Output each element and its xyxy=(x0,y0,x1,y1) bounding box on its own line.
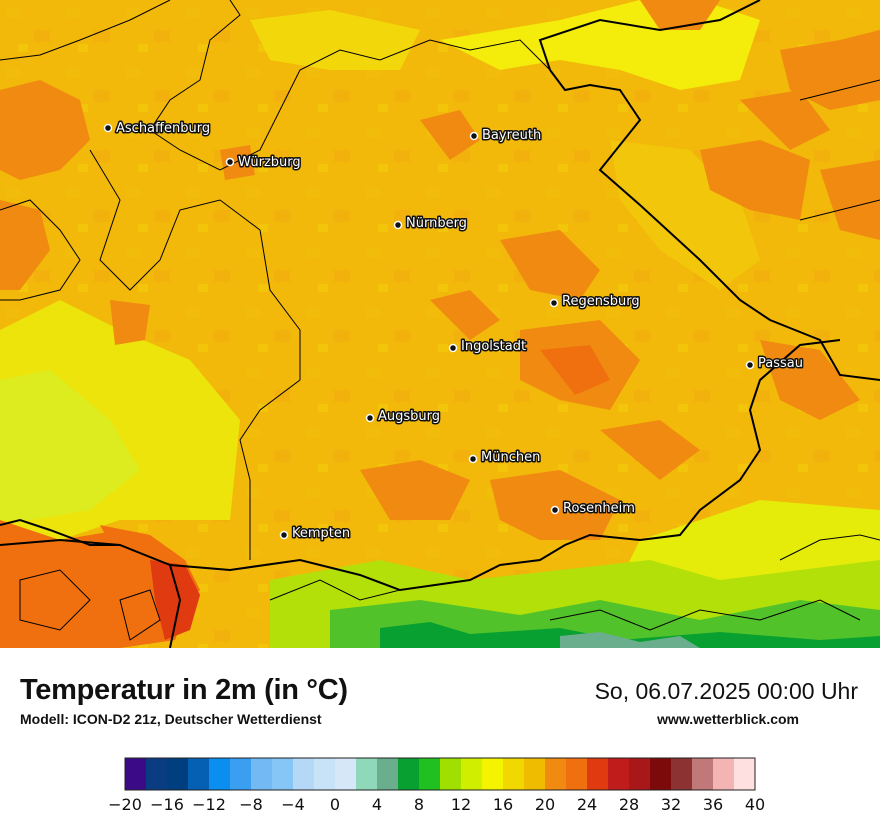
legend-swatch xyxy=(167,758,189,790)
city-aschaffenburg: Aschaffenburg xyxy=(103,120,212,138)
legend-swatch xyxy=(461,758,483,790)
city-label: Nürnberg xyxy=(406,216,467,231)
legend-tick-label: −8 xyxy=(239,795,263,814)
city-muenchen: München xyxy=(468,449,542,467)
legend-svg: −20 −16 −12 −8 −4 0 4 8 12 16 20 24 28 32 36 40 xyxy=(108,757,765,814)
legend-swatch xyxy=(398,758,420,790)
legend-swatch xyxy=(650,758,672,790)
legend-swatch xyxy=(125,758,147,790)
legend-swatch xyxy=(692,758,714,790)
city-label: Ingolstadt xyxy=(461,339,526,354)
city-markers: Aschaffenburg Würzburg Bayreuth Nürnberg… xyxy=(103,120,804,543)
legend-tick-label: −4 xyxy=(281,795,305,814)
legend-swatch xyxy=(482,758,504,790)
legend-tick-label: 8 xyxy=(414,795,424,814)
legend-swatch xyxy=(734,758,756,790)
regional-borders xyxy=(0,0,880,641)
city-label: Aschaffenburg xyxy=(116,121,210,136)
legend-swatch xyxy=(314,758,336,790)
legend-swatch xyxy=(587,758,609,790)
legend-tick-label: −16 xyxy=(150,795,184,814)
legend-tick-label: 28 xyxy=(619,795,639,814)
legend-tick-label: 24 xyxy=(577,795,597,814)
legend-tick-label: 16 xyxy=(493,795,513,814)
map-svg: Aschaffenburg Würzburg Bayreuth Nürnberg… xyxy=(0,0,880,648)
legend-swatch xyxy=(335,758,357,790)
city-label: Kempten xyxy=(292,526,350,541)
legend-swatch xyxy=(629,758,651,790)
legend-swatch xyxy=(503,758,525,790)
city-wuerzburg: Würzburg xyxy=(225,154,302,172)
city-label: Bayreuth xyxy=(482,128,541,143)
city-passau: Passau xyxy=(745,355,804,373)
lake-constance-heat xyxy=(150,560,200,640)
legend-swatch xyxy=(524,758,546,790)
legend-swatch xyxy=(608,758,630,790)
forecast-date: So, 06.07.2025 00:00 Uhr xyxy=(594,678,858,704)
legend-swatch xyxy=(209,758,231,790)
legend-swatch xyxy=(146,758,168,790)
legend-tick-label: 40 xyxy=(745,795,765,814)
color-legend: −20 −16 −12 −8 −4 0 4 8 12 16 20 24 28 32 36 40 xyxy=(0,756,880,830)
map-footer: Temperatur in 2m (in °C) Modell: ICON-D2… xyxy=(0,648,880,830)
city-nuernberg: Nürnberg xyxy=(393,215,468,233)
legend-swatch xyxy=(713,758,735,790)
city-bayreuth: Bayreuth xyxy=(469,127,543,145)
legend-tick-label: −12 xyxy=(192,795,226,814)
city-label: Rosenheim xyxy=(563,501,635,516)
website-link: www.wetterblick.com xyxy=(657,711,799,727)
temperature-map: Aschaffenburg Würzburg Bayreuth Nürnberg… xyxy=(0,0,880,648)
cooler-zones xyxy=(0,0,880,648)
legend-tick-label: 4 xyxy=(372,795,382,814)
legend-swatch xyxy=(272,758,294,790)
model-source: Modell: ICON-D2 21z, Deutscher Wetterdie… xyxy=(20,711,322,727)
legend-swatch xyxy=(230,758,252,790)
legend-tick-label: 12 xyxy=(451,795,471,814)
legend-tick-label: 20 xyxy=(535,795,555,814)
national-borders xyxy=(0,0,880,648)
legend-swatch xyxy=(419,758,441,790)
city-label: München xyxy=(481,450,540,465)
legend-swatch xyxy=(293,758,315,790)
legend-swatch xyxy=(377,758,399,790)
city-rosenheim: Rosenheim xyxy=(550,500,636,518)
city-label: Passau xyxy=(758,356,803,371)
legend-swatch xyxy=(356,758,378,790)
city-label: Regensburg xyxy=(562,294,640,309)
city-augsburg: Augsburg xyxy=(365,408,442,426)
legend-tick-label: 36 xyxy=(703,795,723,814)
legend-swatch xyxy=(251,758,273,790)
warmer-zones xyxy=(0,0,880,540)
city-kempten: Kempten xyxy=(279,525,352,543)
city-regensburg: Regensburg xyxy=(549,293,641,311)
legend-swatch xyxy=(440,758,462,790)
legend-tick-label: −20 xyxy=(108,795,142,814)
map-title: Temperatur in 2m (in °C) xyxy=(20,674,348,706)
legend-tick-label: 0 xyxy=(330,795,340,814)
legend-swatch xyxy=(671,758,693,790)
legend-swatch xyxy=(188,758,210,790)
legend-swatch xyxy=(545,758,567,790)
legend-tick-label: 32 xyxy=(661,795,681,814)
city-label: Würzburg xyxy=(238,155,301,170)
legend-frame xyxy=(124,757,756,791)
city-ingolstadt: Ingolstadt xyxy=(448,338,528,356)
legend-swatch xyxy=(566,758,588,790)
city-label: Augsburg xyxy=(378,409,440,424)
